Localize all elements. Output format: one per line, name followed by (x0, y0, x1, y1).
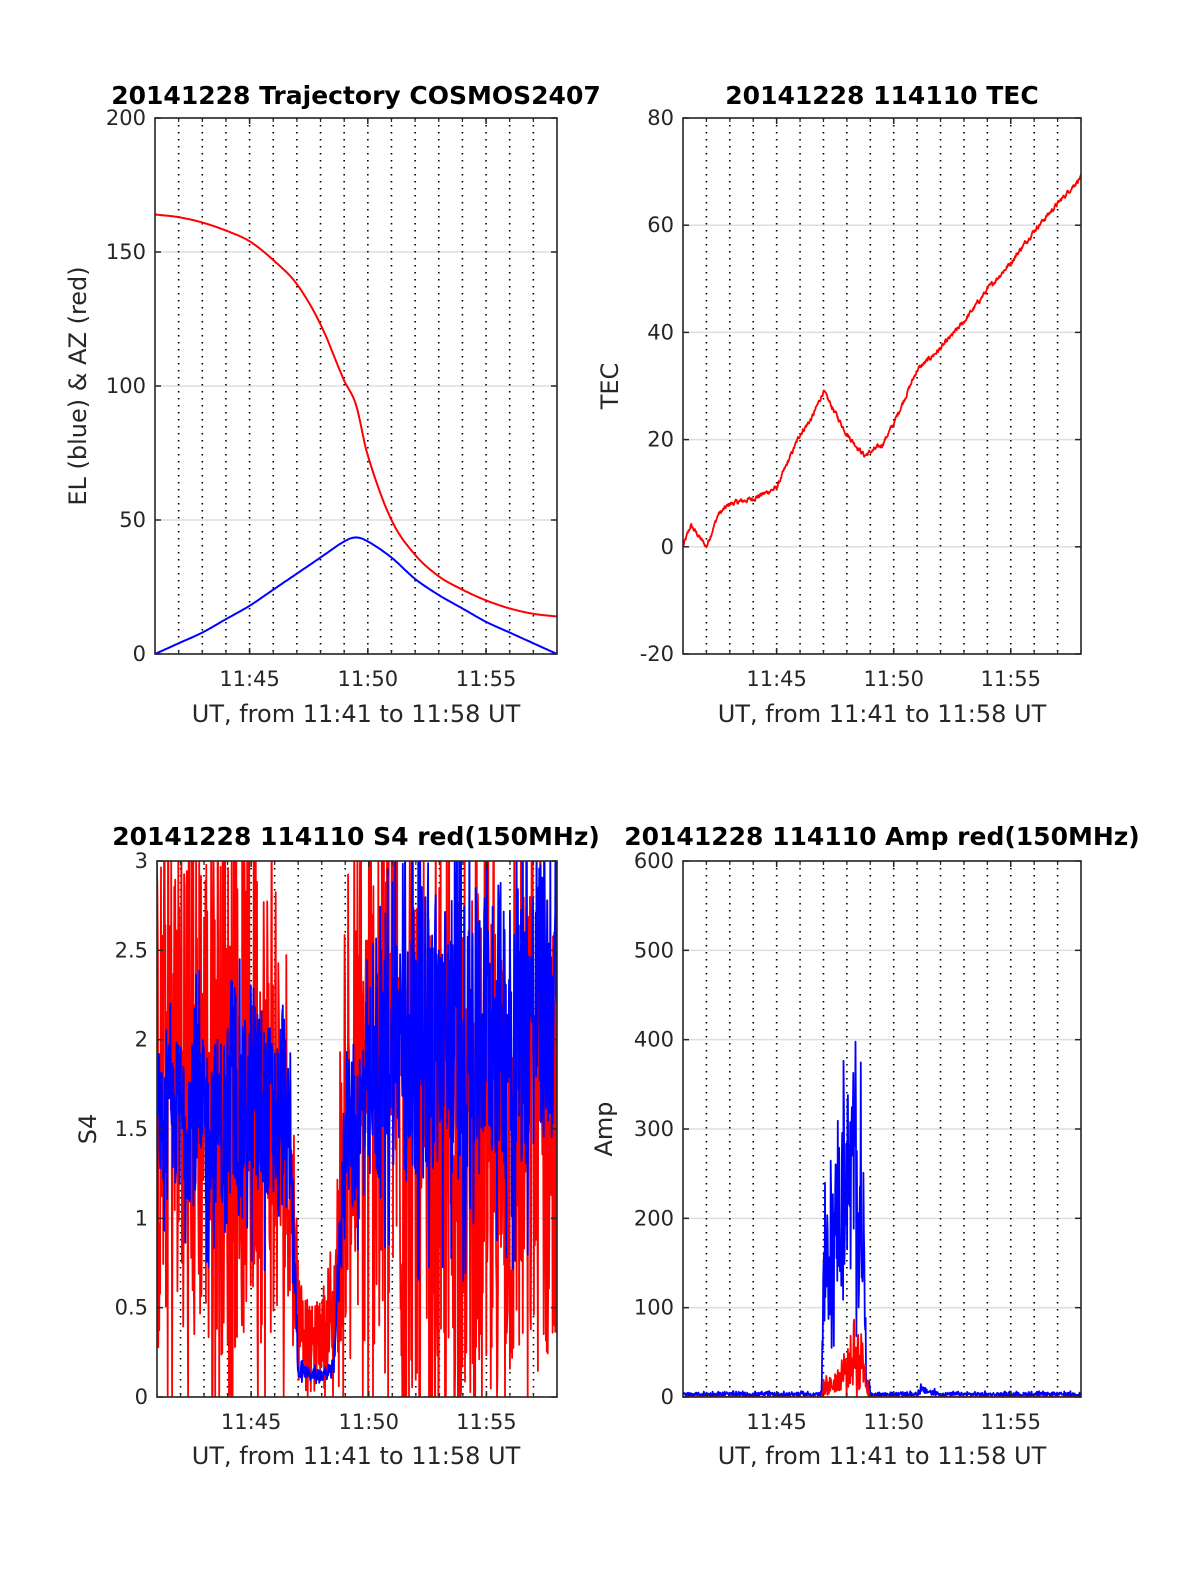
y-axis-label: EL (blue) & AZ (red) (64, 266, 92, 505)
panel-tec: -20 0 20 40 60 80 11:45 11:50 11:55 20141228 1141… (596, 81, 1082, 728)
panel-trajectory: 0 50 100 150 200 11:45 11:50 11:55 20141228 Traj… (64, 81, 601, 728)
x-tick-label: 11:50 (863, 1410, 924, 1434)
plot-area (683, 173, 1081, 549)
x-axis-label: UT, from 11:41 to 11:58 UT (192, 700, 521, 728)
panel-s4: 0 0.5 1 1.5 2 2.5 3 11:45 11:50 11:55 20141228 114… (74, 822, 600, 1470)
series-line-secondary (157, 861, 557, 1385)
y-tick-label: 300 (634, 1117, 674, 1141)
x-tick-label: 11:55 (456, 667, 517, 691)
y-tick-label: 40 (647, 320, 674, 344)
x-tick-label: 11:50 (863, 667, 924, 691)
y-tick-label: 2.5 (115, 938, 148, 962)
y-tick-label: 150 (106, 240, 146, 264)
series-line-primary (683, 173, 1081, 549)
panel-title: 20141228 114110 TEC (725, 81, 1038, 110)
y-tick-label: 2 (135, 1028, 148, 1052)
y-tick-label: 20 (647, 428, 674, 452)
y-tick-label: 0.5 (115, 1296, 148, 1320)
x-tick-label: 11:55 (456, 1410, 517, 1434)
y-tick-label: 1.5 (115, 1117, 148, 1141)
x-tick-label: 11:50 (338, 667, 399, 691)
plot-area (157, 861, 557, 1397)
tick-labels: 0 50 100 150 200 11:45 11:50 11:55 (106, 106, 558, 691)
x-tick-label: 11:45 (746, 667, 807, 691)
x-axis-label: UT, from 11:41 to 11:58 UT (192, 1442, 521, 1470)
y-tick-label: 50 (119, 508, 146, 532)
y-tick-label: 500 (634, 938, 674, 962)
panel-title: 20141228 114110 S4 red(150MHz) (112, 822, 600, 851)
y-tick-label: 0 (133, 642, 146, 666)
y-tick-label: 0 (661, 1385, 674, 1409)
plot-area (155, 213, 557, 654)
y-tick-label: 100 (106, 374, 146, 398)
x-tick-label: 11:50 (338, 1410, 399, 1434)
y-tick-label: 200 (634, 1206, 674, 1230)
y-tick-label: -20 (640, 642, 674, 666)
y-tick-label: 400 (634, 1028, 674, 1052)
tick-labels: -20 0 20 40 60 80 11:45 11:50 11:55 (640, 106, 1082, 691)
y-axis-label: TEC (596, 363, 624, 411)
y-tick-label: 0 (135, 1385, 148, 1409)
plot-area (683, 1040, 1081, 1397)
x-tick-label: 11:55 (980, 1410, 1041, 1434)
y-tick-label: 600 (634, 849, 674, 873)
x-axis-label: UT, from 11:41 to 11:58 UT (718, 1442, 1047, 1470)
y-axis-label: S4 (74, 1114, 102, 1145)
panel-title: 20141228 114110 Amp red(150MHz) (624, 822, 1140, 851)
series-line-secondary (155, 536, 557, 654)
y-tick-label: 100 (634, 1296, 674, 1320)
panel-title: 20141228 Trajectory COSMOS2407 (111, 81, 601, 110)
x-tick-label: 11:45 (746, 1410, 807, 1434)
tick-labels: 0 100 200 300 400 500 600 11:45 11:50 11:55 (634, 849, 1082, 1434)
y-tick-label: 80 (647, 106, 674, 130)
series-line-primary (155, 213, 557, 618)
y-axis-label: Amp (590, 1101, 618, 1156)
x-axis-label: UT, from 11:41 to 11:58 UT (718, 700, 1047, 728)
x-tick-label: 11:45 (219, 667, 280, 691)
y-tick-label: 0 (661, 535, 674, 559)
tick-labels: 0 0.5 1 1.5 2 2.5 3 11:45 11:50 11:55 (115, 849, 558, 1434)
axes-box (682, 117, 1082, 655)
x-tick-label: 11:45 (221, 1410, 282, 1434)
y-tick-label: 1 (135, 1206, 148, 1230)
panel-amp: 0 100 200 300 400 500 600 11:45 11:50 11:55 201412… (590, 822, 1140, 1470)
y-tick-label: 60 (647, 213, 674, 237)
y-tick-label: 3 (135, 849, 148, 873)
x-tick-label: 11:55 (980, 667, 1041, 691)
y-tick-label: 200 (106, 106, 146, 130)
